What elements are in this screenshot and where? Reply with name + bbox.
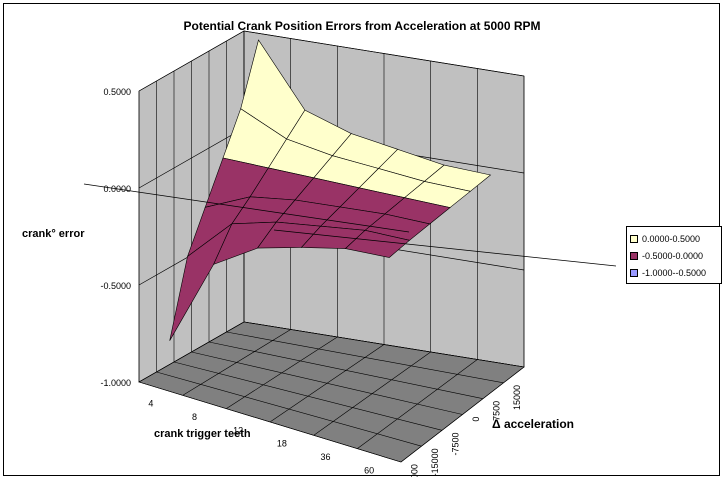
legend-label: 0.0000-0.5000 [642, 233, 701, 244]
floor-gridline [156, 371, 422, 447]
floor-gridline [226, 331, 504, 384]
x-tick-label: 36 [320, 452, 330, 462]
legend-label: -0.5000-0.0000 [642, 250, 704, 261]
y-tick-label: -0.5000 [100, 281, 131, 291]
legend-swatch [630, 251, 638, 260]
floor-gridline [138, 381, 402, 463]
axis-labels: 0.5000 0.0000 -0.5000 -1.0000 4 8 12 18 36 60 -300… [100, 87, 521, 477]
z-tick-label: 15000 [512, 385, 522, 410]
surface-cell [344, 229, 411, 258]
y-axis-title: crank° error [22, 228, 85, 240]
chart-floor [138, 321, 525, 463]
floor-gridline [173, 361, 443, 431]
legend-item: 0.0000-0.5000 [630, 230, 718, 247]
legend-item: -0.5000-0.0000 [630, 247, 718, 264]
z-tick-label: 0 [471, 417, 481, 422]
floor-gridline [208, 341, 484, 399]
z-axis-title: Δ acceleration [492, 417, 574, 431]
x-tick-label: 60 [364, 465, 374, 475]
x-axis-title: crank trigger teeth [154, 428, 251, 440]
y-tick-label: -1.0000 [100, 378, 131, 388]
legend-label: -1.0000--0.5000 [642, 267, 707, 278]
surface-plot [169, 39, 492, 341]
z-tick-label: -15000 [430, 448, 440, 476]
floor-gridline [191, 351, 463, 415]
base-plane-line [273, 229, 617, 267]
legend-swatch [630, 268, 638, 277]
x-tick-label: 18 [277, 439, 287, 449]
legend-item: -1.0000--0.5000 [630, 264, 718, 281]
floor-gridline [243, 321, 525, 368]
chart-area: 0.50000.0000-0.5000-1.00004812183660-300… [3, 3, 722, 477]
y-tick-label: 0.5000 [103, 87, 131, 97]
surface-chart: 0.5000 0.0000 -0.5000 -1.0000 4 8 12 18 36 60 -300… [22, 19, 617, 477]
y-tick-label: 0.0000 [103, 184, 131, 194]
z-tick-label: -30000 [409, 464, 419, 477]
zero-plane-line [83, 183, 410, 233]
legend-swatch [630, 234, 638, 243]
value-axis-lines [83, 183, 617, 267]
chart-legend: 0.0000-0.5000 -0.5000-0.0000 -1.0000--0.50… [626, 226, 722, 284]
z-tick-label: 7500 [491, 401, 501, 421]
x-tick-label: 4 [148, 399, 153, 409]
x-tick-label: 8 [192, 412, 197, 422]
z-tick-label: -7500 [450, 432, 460, 455]
chart-title: Potential Crank Position Errors from Acc… [184, 19, 541, 33]
x-tick-label: 12 [233, 425, 243, 435]
